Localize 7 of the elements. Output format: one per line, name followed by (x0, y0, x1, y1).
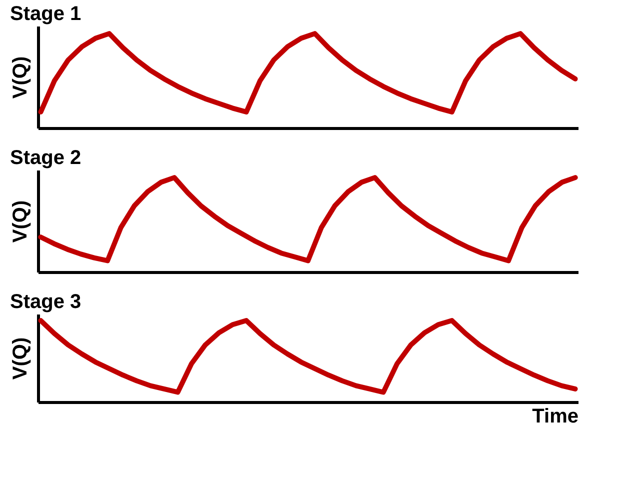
chart-title: Stage 3 (10, 291, 82, 313)
x-axis-title: Time (532, 406, 578, 428)
chart-title: Stage 1 (10, 3, 82, 25)
chart-title: Stage 2 (10, 147, 82, 169)
y-axis-title: V(Q) (10, 337, 32, 380)
y-axis-title: V(Q) (10, 56, 32, 99)
y-axis-title: V(Q) (10, 200, 32, 243)
